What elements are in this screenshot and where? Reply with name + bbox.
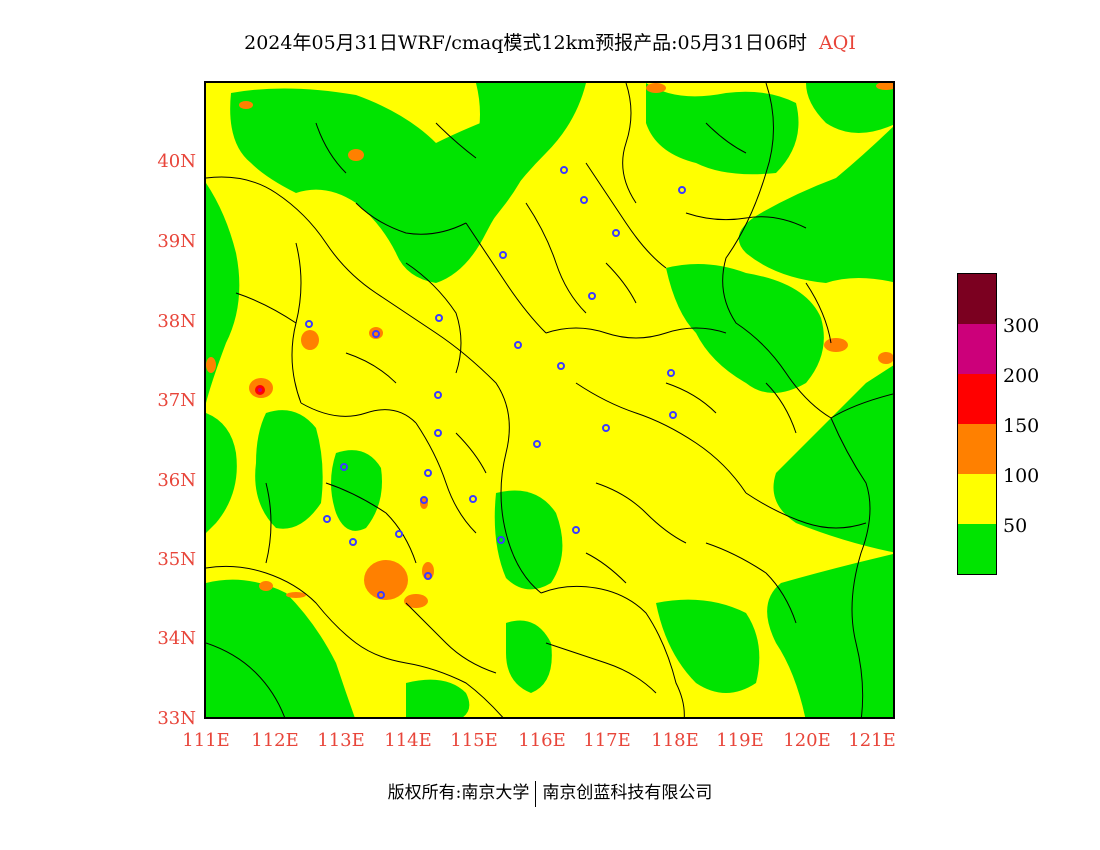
admin-boundaries [206,83,893,717]
footer-left: 版权所有:南京大学 [387,783,530,803]
lon-label-112e: 112E [251,730,299,751]
legend-label-150: 150 [1003,415,1040,437]
aqi-legend [957,273,997,575]
lon-label-116e: 116E [518,730,566,751]
legend-label-100: 100 [1003,465,1040,487]
lat-label-38n: 38N [157,311,196,332]
footer-divider [535,780,537,807]
city-markers [305,166,686,599]
aqi-purple-regions [258,388,262,392]
legend-label-300: 300 [1003,315,1040,337]
lon-label-114e: 114E [384,730,432,751]
legend-label-200: 200 [1003,365,1040,387]
lon-label-117e: 117E [583,730,631,751]
legend-swatch-2 [958,324,996,374]
lon-label-113e: 113E [317,730,365,751]
aqi-orange-regions [206,83,893,608]
lat-label-36n: 36N [157,470,196,491]
legend-swatch-4 [958,424,996,474]
lon-label-118e: 118E [651,730,699,751]
map-title: 2024年05月31日WRF/cmaq模式12km预报产品:05月31日06时 A… [0,28,1100,55]
legend-swatch-5 [958,474,996,524]
aqi-map-svg [206,83,893,717]
lat-label-35n: 35N [157,549,196,570]
lat-label-34n: 34N [157,628,196,649]
lat-label-39n: 39N [157,231,196,252]
aqi-map [204,81,895,719]
copyright-footer: 版权所有:南京大学 南京创蓝科技有限公司 [0,778,1100,807]
lon-label-119e: 119E [716,730,764,751]
lon-label-115e: 115E [450,730,498,751]
title-product: AQI [819,32,856,54]
legend-swatch-6 [958,524,996,574]
lat-label-40n: 40N [157,151,196,172]
lon-label-121e: 121E [848,730,896,751]
lon-label-111e: 111E [182,730,230,751]
lat-label-33n: 33N [157,708,196,729]
legend-swatch-3 [958,374,996,424]
legend-label-50: 50 [1003,515,1028,537]
lat-label-37n: 37N [157,390,196,411]
footer-right: 南京创蓝科技有限公司 [542,783,713,803]
legend-swatch-1 [958,274,996,324]
lon-label-120e: 120E [783,730,831,751]
title-main: 2024年05月31日WRF/cmaq模式12km预报产品:05月31日06时 [244,32,808,54]
